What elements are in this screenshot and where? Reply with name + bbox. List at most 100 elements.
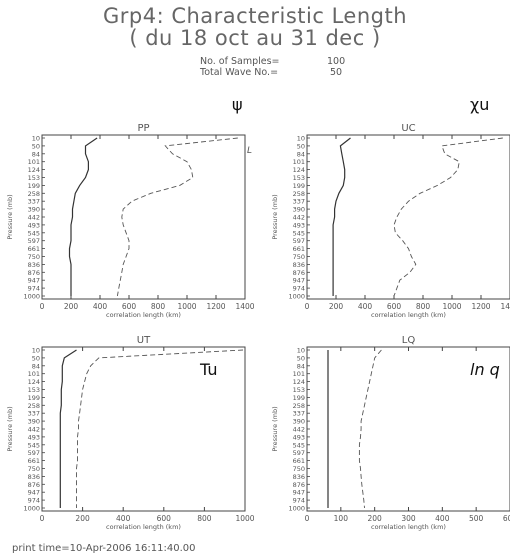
y-tick-label: 258 xyxy=(28,402,40,410)
y-tick-label: 124 xyxy=(293,378,305,386)
x-tick-label: 400 xyxy=(358,302,373,311)
y-tick-label: 258 xyxy=(293,190,305,198)
samples-value: 100 xyxy=(327,56,346,67)
y-tick-label: 876 xyxy=(28,481,40,489)
x-tick-label: 1400 xyxy=(235,302,254,311)
y-tick-label: 442 xyxy=(293,426,305,434)
y-tick-label: 153 xyxy=(293,386,305,394)
y-tick-label: 750 xyxy=(28,253,40,261)
y-tick-label: 493 xyxy=(293,221,305,229)
x-axis-label: correlation length (km) xyxy=(106,523,181,531)
x-tick-label: 100 xyxy=(334,514,349,523)
chart-title: Grp4: Characteristic Length xyxy=(102,4,408,28)
y-tick-label: 199 xyxy=(293,394,305,402)
y-tick-label: 876 xyxy=(28,269,40,277)
y-tick-label: 661 xyxy=(293,245,305,253)
panel-annotation: L xyxy=(247,146,252,156)
y-tick-label: 545 xyxy=(28,229,40,237)
y-tick-label: 50 xyxy=(297,142,305,150)
x-tick-label: 0 xyxy=(305,514,310,523)
dashed-series-line xyxy=(358,349,382,509)
y-tick-label: 974 xyxy=(293,497,305,505)
y-tick-label: 258 xyxy=(293,402,305,410)
x-axis-label: correlation length (km) xyxy=(371,311,446,319)
y-tick-label: 153 xyxy=(293,174,305,182)
y-tick-label: 947 xyxy=(293,277,305,285)
y-tick-label: 199 xyxy=(293,182,305,190)
dashed-series-line xyxy=(116,137,238,297)
y-tick-label: 661 xyxy=(293,457,305,465)
x-tick-label: 800 xyxy=(416,302,431,311)
panel-symbol: χu xyxy=(470,95,489,114)
y-tick-label: 750 xyxy=(293,465,305,473)
dashed-series-line xyxy=(393,137,503,297)
dashed-series-line xyxy=(76,349,244,508)
y-tick-label: 442 xyxy=(28,426,40,434)
x-tick-label: 500 xyxy=(469,514,484,523)
y-tick-label: 390 xyxy=(293,418,305,426)
y-tick-label: 597 xyxy=(28,449,40,457)
y-tick-label: 836 xyxy=(28,473,40,481)
y-tick-label: 50 xyxy=(32,354,40,362)
x-tick-label: 0 xyxy=(40,514,45,523)
y-axis-label: Pressure (mb) xyxy=(271,194,279,239)
y-tick-label: 876 xyxy=(293,481,305,489)
plot-frame xyxy=(306,134,510,300)
y-tick-label: 545 xyxy=(28,441,40,449)
y-tick-label: 1000 xyxy=(288,505,305,513)
y-tick-label: 493 xyxy=(293,433,305,441)
wave-value: 50 xyxy=(330,67,343,78)
x-tick-label: 600 xyxy=(157,514,172,523)
x-tick-label: 600 xyxy=(387,302,402,311)
x-tick-label: 0 xyxy=(40,302,45,311)
y-tick-label: 101 xyxy=(293,158,305,166)
y-tick-label: 836 xyxy=(293,261,305,269)
x-tick-label: 1000 xyxy=(235,514,254,523)
solid-series-line xyxy=(68,137,98,296)
y-tick-label: 493 xyxy=(28,221,40,229)
y-tick-label: 876 xyxy=(293,269,305,277)
y-tick-label: 153 xyxy=(28,174,40,182)
x-tick-label: 0 xyxy=(305,302,310,311)
x-axis-label: correlation length (km) xyxy=(106,311,181,319)
y-tick-label: 1000 xyxy=(23,505,40,513)
x-tick-label: 300 xyxy=(401,514,416,523)
x-tick-label: 400 xyxy=(435,514,450,523)
y-tick-label: 390 xyxy=(293,206,305,214)
y-tick-label: 390 xyxy=(28,418,40,426)
y-tick-label: 337 xyxy=(293,198,305,206)
y-tick-label: 597 xyxy=(28,237,40,245)
y-tick-label: 1000 xyxy=(23,293,40,301)
panel-symbol: ψ xyxy=(232,95,243,114)
x-tick-label: 200 xyxy=(64,302,79,311)
y-tick-label: 661 xyxy=(28,245,40,253)
x-tick-label: 600 xyxy=(503,514,510,523)
x-axis-label: correlation length (km) xyxy=(371,523,446,531)
y-tick-label: 199 xyxy=(28,394,40,402)
y-tick-label: 153 xyxy=(28,386,40,394)
y-tick-label: 199 xyxy=(28,182,40,190)
y-axis-label: Pressure (mb) xyxy=(6,406,14,451)
y-tick-label: 974 xyxy=(28,285,40,293)
y-tick-label: 974 xyxy=(28,497,40,505)
y-tick-label: 1000 xyxy=(288,293,305,301)
y-tick-label: 337 xyxy=(293,410,305,418)
panel-symbol: ln q xyxy=(470,360,500,379)
y-tick-label: 597 xyxy=(293,237,305,245)
y-tick-label: 947 xyxy=(28,489,40,497)
panel-symbol: Tu xyxy=(199,360,217,379)
solid-series-line xyxy=(59,349,77,508)
y-tick-label: 442 xyxy=(28,214,40,222)
y-tick-label: 337 xyxy=(28,410,40,418)
x-tick-label: 200 xyxy=(368,514,383,523)
y-tick-label: 84 xyxy=(297,150,305,158)
y-tick-label: 101 xyxy=(28,370,40,378)
x-tick-label: 200 xyxy=(75,514,90,523)
y-tick-label: 750 xyxy=(28,465,40,473)
y-tick-label: 947 xyxy=(293,489,305,497)
x-tick-label: 800 xyxy=(151,302,166,311)
y-tick-label: 493 xyxy=(28,433,40,441)
y-tick-label: 84 xyxy=(32,362,40,370)
y-tick-label: 545 xyxy=(293,441,305,449)
